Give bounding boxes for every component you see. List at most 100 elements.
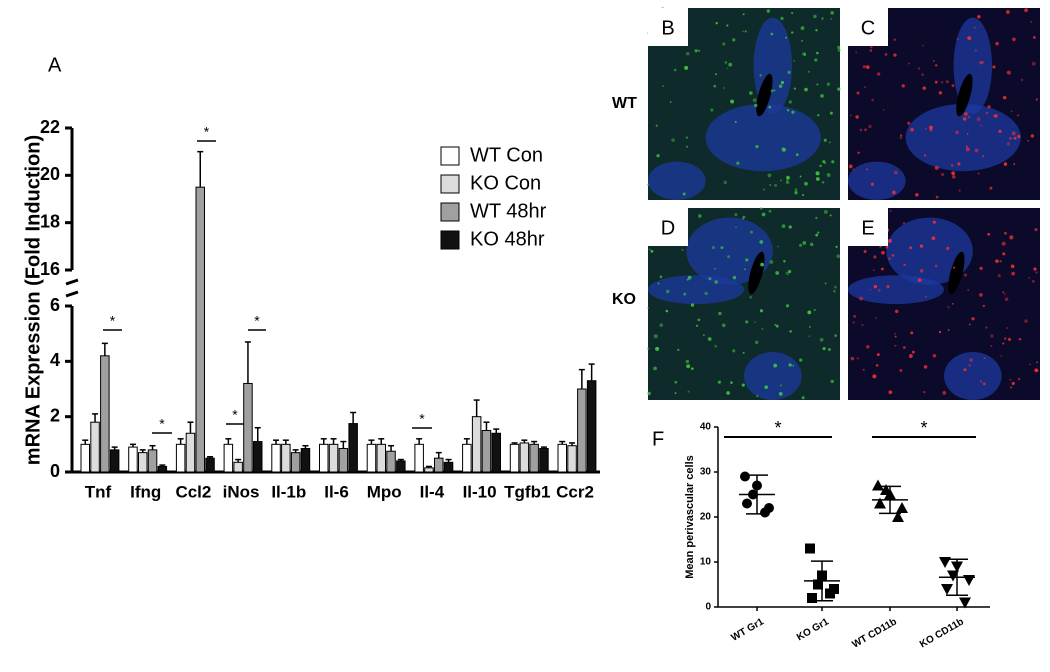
speckle <box>674 380 678 384</box>
speckle <box>816 83 819 86</box>
legend-label: KO 48hr <box>470 228 545 250</box>
significance-label: * <box>774 418 781 438</box>
speckle <box>967 36 972 41</box>
speckle <box>723 180 728 185</box>
speckle <box>742 215 746 219</box>
significance-label: * <box>419 411 425 427</box>
speckle <box>983 357 986 360</box>
speckle <box>870 182 875 186</box>
speckle <box>783 260 786 263</box>
speckle <box>728 62 733 67</box>
speckle <box>684 65 689 70</box>
speckle <box>834 334 837 337</box>
speckle <box>855 115 859 119</box>
speckle <box>1011 381 1015 385</box>
speckle <box>935 195 939 199</box>
bar <box>157 465 168 473</box>
speckle <box>885 245 889 249</box>
speckle <box>683 292 687 296</box>
speckle <box>802 194 805 197</box>
speckle <box>998 129 1002 133</box>
speckle <box>686 364 691 369</box>
speckle <box>1003 162 1008 166</box>
speckle <box>903 263 906 267</box>
speckle <box>965 147 970 152</box>
speckle <box>850 356 855 361</box>
speckle <box>788 269 792 274</box>
speckle <box>848 164 853 169</box>
speckle <box>1011 131 1016 136</box>
image-label: C <box>861 17 875 39</box>
speckle <box>819 337 824 342</box>
bar <box>424 467 434 473</box>
speckle <box>849 114 852 117</box>
speckle <box>915 193 919 197</box>
speckle <box>802 241 807 245</box>
bar <box>557 443 567 473</box>
speckle <box>951 302 954 305</box>
speckle <box>853 314 857 318</box>
speckle <box>804 181 808 186</box>
speckle <box>976 117 981 122</box>
speckle <box>922 44 924 47</box>
speckle <box>653 366 657 371</box>
speckle <box>665 309 669 313</box>
speckle <box>978 293 983 297</box>
speckle <box>857 151 860 155</box>
significance-label: * <box>920 418 927 438</box>
speckle <box>873 255 877 259</box>
speckle <box>1006 327 1009 329</box>
speckle <box>925 296 927 298</box>
speckle <box>1031 279 1035 283</box>
speckle <box>734 120 737 123</box>
bar <box>271 443 281 473</box>
data-point <box>874 497 886 509</box>
speckle <box>1010 110 1013 113</box>
speckle <box>749 91 753 95</box>
speckle <box>732 275 737 280</box>
speckle <box>734 213 738 217</box>
bar <box>319 443 329 473</box>
speckle <box>782 147 786 152</box>
bar <box>80 443 90 473</box>
speckle <box>868 124 872 129</box>
speckle <box>646 347 650 350</box>
speckle <box>808 335 811 337</box>
data-point <box>959 597 971 609</box>
speckle <box>721 323 726 328</box>
legend-swatch <box>440 146 460 166</box>
speckle <box>821 17 824 20</box>
speckle <box>1024 319 1028 323</box>
speckle <box>768 209 772 213</box>
speckle <box>685 136 688 139</box>
bar <box>253 441 263 473</box>
speckle <box>947 329 950 331</box>
speckle <box>826 173 831 177</box>
speckle <box>1030 20 1033 23</box>
speckle <box>912 350 915 354</box>
speckle <box>1002 252 1006 256</box>
speckle <box>1009 378 1012 381</box>
speckle <box>894 335 897 338</box>
speckle <box>995 41 999 46</box>
speckle <box>866 345 870 349</box>
speckle <box>726 391 730 395</box>
speckle <box>950 163 954 167</box>
speckle <box>760 262 764 267</box>
speckle <box>813 14 817 19</box>
micrograph: D <box>646 207 841 400</box>
speckle <box>923 154 927 157</box>
speckle <box>966 133 969 135</box>
bar <box>586 380 597 473</box>
speckle <box>742 13 745 16</box>
speckle <box>894 170 898 175</box>
speckle <box>934 264 938 268</box>
speckle <box>726 67 729 70</box>
speckle <box>823 138 827 142</box>
micrograph: E <box>848 208 1040 400</box>
speckle <box>967 289 970 292</box>
speckle <box>923 390 926 394</box>
speckle <box>690 303 695 307</box>
speckle <box>800 26 805 30</box>
speckle <box>754 103 758 108</box>
